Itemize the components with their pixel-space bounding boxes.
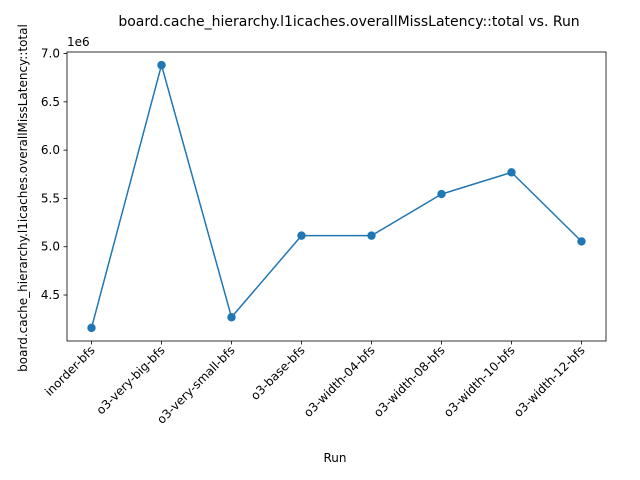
- y-tick-label: 4.5: [41, 288, 60, 302]
- x-tick-label: o3-width-12-bfs: [511, 343, 588, 420]
- y-tick-label: 5.5: [41, 191, 60, 205]
- x-tick-label: o3-width-10-bfs: [441, 343, 518, 420]
- x-tick-label: o3-width-08-bfs: [371, 343, 448, 420]
- x-tick-label: inorder-bfs: [42, 343, 98, 399]
- x-tick-label: o3-very-small-bfs: [154, 343, 237, 426]
- data-point: [577, 237, 586, 246]
- x-tick-label: o3-width-04-bfs: [301, 343, 378, 420]
- data-point: [87, 323, 96, 333]
- data-point: [227, 313, 236, 322]
- x-tick-label: o3-base-bfs: [248, 343, 308, 403]
- data-point: [297, 231, 306, 240]
- data-series: [87, 60, 586, 333]
- plot-frame: [66, 51, 607, 342]
- y-tick-label: 7.0: [41, 47, 60, 61]
- chart-title: board.cache_hierarchy.l1icaches.overallM…: [118, 14, 579, 30]
- axis-ticks: 4.5 5.0 5.5 6.0 6.5 7.0 inorder-bfso3-very-big…: [41, 47, 588, 427]
- data-point: [367, 231, 376, 240]
- series-line: [90, 64, 583, 329]
- y-tick-label: 6.5: [41, 95, 60, 109]
- data-point: [507, 168, 516, 177]
- y-tick-label: 5.0: [41, 240, 60, 254]
- data-point: [157, 60, 166, 70]
- y-offset-label: 1e6: [67, 35, 90, 49]
- y-tick-label: 6.0: [41, 143, 60, 157]
- x-tick-label: o3-very-big-bfs: [94, 343, 168, 417]
- data-point: [437, 189, 446, 199]
- x-axis-label: Run: [323, 451, 346, 465]
- y-axis-label: board.cache_hierarchy.l1icaches.overallM…: [16, 24, 30, 372]
